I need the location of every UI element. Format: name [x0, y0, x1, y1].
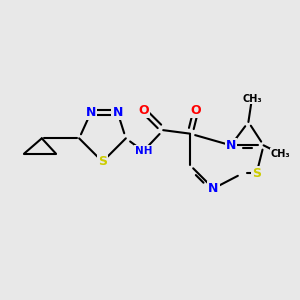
Text: N: N [85, 106, 96, 119]
Text: NH: NH [135, 146, 152, 156]
Text: N: N [112, 106, 123, 119]
Text: N: N [208, 182, 219, 195]
Text: N: N [226, 139, 236, 152]
Text: S: S [98, 155, 107, 168]
Text: O: O [190, 104, 201, 117]
Text: CH₃: CH₃ [242, 94, 262, 103]
Text: O: O [138, 104, 149, 117]
Text: CH₃: CH₃ [270, 148, 290, 158]
Text: S: S [252, 167, 261, 180]
